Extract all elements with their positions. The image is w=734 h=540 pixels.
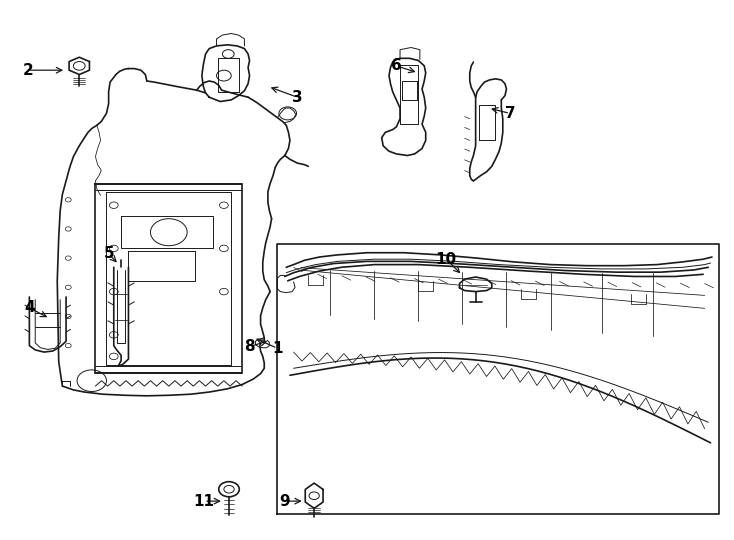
Text: 5: 5	[103, 246, 114, 261]
Text: 10: 10	[436, 252, 457, 267]
Text: 8: 8	[244, 339, 255, 354]
Text: 7: 7	[505, 106, 515, 121]
Text: 2: 2	[23, 63, 33, 78]
Text: 6: 6	[391, 58, 401, 73]
Text: 3: 3	[292, 90, 302, 105]
Text: 1: 1	[272, 341, 283, 356]
Text: 11: 11	[194, 494, 214, 509]
Text: 9: 9	[280, 494, 290, 509]
Text: 4: 4	[24, 300, 34, 315]
